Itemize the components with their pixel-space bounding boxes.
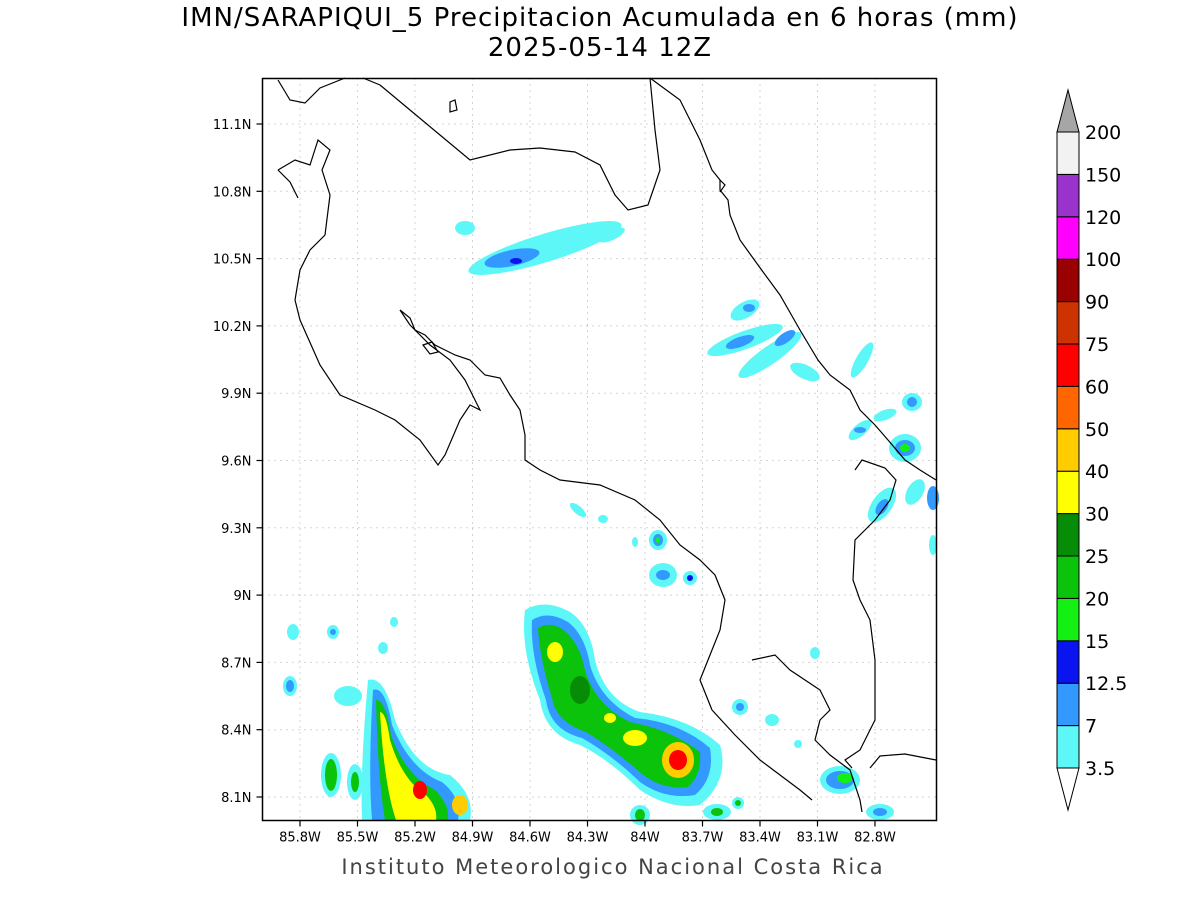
map-frame bbox=[261, 77, 938, 822]
colorbar-label: 200 bbox=[1085, 122, 1121, 144]
coastlines bbox=[277, 77, 937, 813]
map-title: IMN/SARAPIQUI_5 Precipitacion Acumulada … bbox=[181, 3, 1019, 33]
colorbar-swatch bbox=[1056, 301, 1080, 345]
precipitation-field bbox=[283, 221, 939, 825]
lat-tick-label: 11.1N bbox=[213, 118, 252, 133]
colorbar-swatch bbox=[1056, 216, 1080, 260]
colorbar-min-triangle bbox=[1056, 767, 1080, 812]
lat-tick-label: 8.7N bbox=[221, 656, 251, 671]
colorbar-label: 50 bbox=[1085, 419, 1109, 441]
colorbar-swatch bbox=[1056, 173, 1080, 218]
lon-tick-label: 82.8W bbox=[854, 831, 896, 846]
colorbar-label: 60 bbox=[1085, 376, 1109, 398]
lon-tick-label: 85.2W bbox=[394, 831, 436, 846]
colorbar-swatch bbox=[1056, 513, 1080, 557]
lat-tick-label: 8.4N bbox=[221, 724, 251, 739]
colorbar-swatch bbox=[1056, 725, 1080, 769]
colorbar-label: 3.5 bbox=[1085, 758, 1115, 780]
lon-tick-label: 84.6W bbox=[509, 831, 551, 846]
colorbar-swatch bbox=[1056, 131, 1080, 175]
lon-tick-label: 84W bbox=[630, 831, 660, 846]
colorbar-label: 90 bbox=[1085, 292, 1109, 314]
colorbar: 3.5 7 12.5 15 20 25 30 40 50 60 75 90 100 120 150 200 bbox=[1056, 88, 1127, 812]
colorbar-swatch bbox=[1056, 555, 1080, 599]
lat-tick-label: 10.2N bbox=[213, 320, 252, 335]
colorbar-label: 120 bbox=[1085, 207, 1121, 229]
colorbar-swatch bbox=[1056, 343, 1080, 387]
colorbar-label: 75 bbox=[1085, 334, 1109, 356]
lat-tick-label: 9.3N bbox=[221, 522, 251, 537]
lon-tick-label: 83.1W bbox=[797, 831, 839, 846]
map-axes: 85.8W 85.5W 85.2W 84.9W 84.6W 84.3W 84W 83.7W 83… bbox=[213, 118, 896, 846]
lon-tick-label: 84.9W bbox=[452, 831, 494, 846]
lon-tick-label: 83.7W bbox=[682, 831, 724, 846]
lat-tick-label: 9N bbox=[234, 589, 252, 604]
colorbar-swatch bbox=[1056, 428, 1080, 472]
footer-credit: Instituto Meteorologico Nacional Costa R… bbox=[341, 855, 885, 879]
colorbar-label: 12.5 bbox=[1085, 673, 1127, 695]
colorbar-swatch bbox=[1056, 470, 1080, 515]
colorbar-label: 100 bbox=[1085, 249, 1121, 271]
colorbar-swatch bbox=[1056, 597, 1080, 642]
colorbar-swatch bbox=[1056, 640, 1080, 684]
lon-tick-label: 85.5W bbox=[337, 831, 379, 846]
lon-tick-label: 85.8W bbox=[279, 831, 321, 846]
lat-tick-label: 9.9N bbox=[221, 387, 251, 402]
colorbar-swatch bbox=[1056, 385, 1080, 430]
colorbar-swatch bbox=[1056, 258, 1080, 303]
lon-tick-label: 83.4W bbox=[739, 831, 781, 846]
colorbar-label: 40 bbox=[1085, 461, 1109, 483]
lon-tick-label: 84.3W bbox=[567, 831, 609, 846]
map-date: 2025-05-14 12Z bbox=[487, 33, 713, 63]
lat-tick-label: 10.5N bbox=[213, 253, 252, 268]
colorbar-label: 20 bbox=[1085, 588, 1109, 610]
colorbar-label: 30 bbox=[1085, 504, 1109, 526]
lat-tick-label: 10.8N bbox=[213, 185, 252, 200]
colorbar-label: 15 bbox=[1085, 631, 1109, 653]
colorbar-label: 25 bbox=[1085, 546, 1109, 568]
colorbar-max-triangle bbox=[1056, 88, 1080, 133]
lat-tick-label: 9.6N bbox=[221, 455, 251, 470]
colorbar-label: 7 bbox=[1085, 716, 1097, 738]
colorbar-label: 150 bbox=[1085, 164, 1121, 186]
colorbar-swatch bbox=[1056, 682, 1080, 727]
lat-tick-label: 8.1N bbox=[221, 791, 251, 806]
